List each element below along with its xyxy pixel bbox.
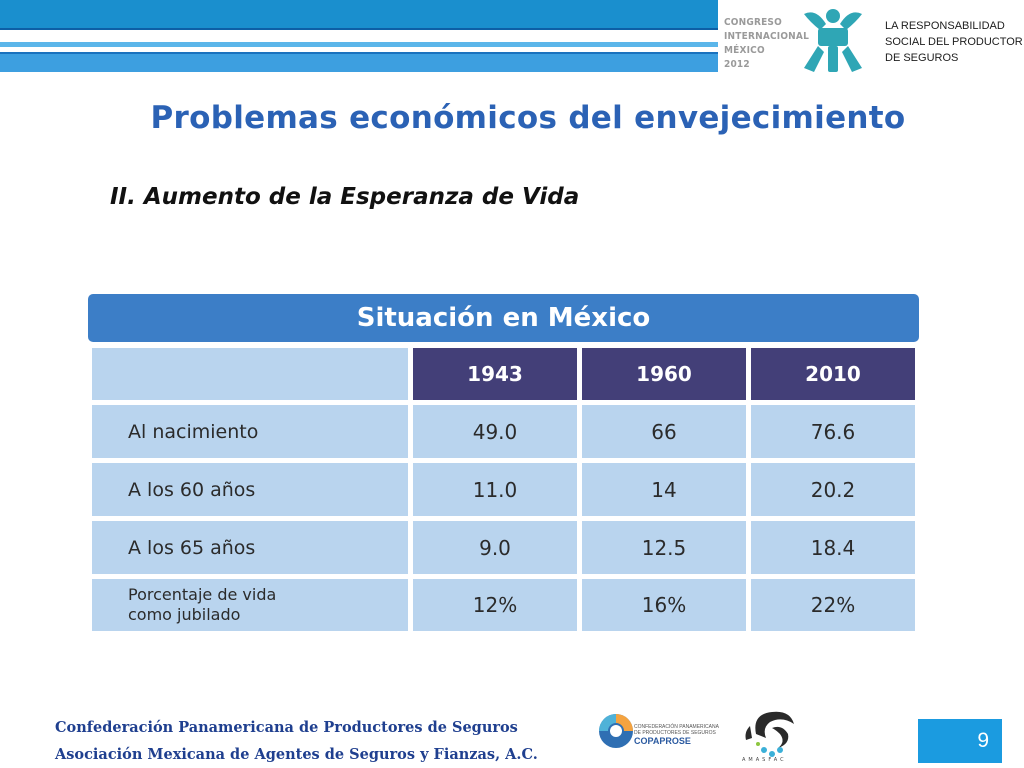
tagline-line-1: LA RESPONSABILIDAD	[885, 20, 1005, 32]
year-header: 1943	[413, 348, 577, 400]
slide-title: Problemas económicos del envejecimiento	[150, 100, 906, 136]
amasfac-name: AMASFAC	[742, 757, 787, 763]
congreso-line-1: CONGRESO	[724, 17, 782, 28]
table-cell: 18.4	[751, 521, 915, 574]
table-cell: 14	[582, 463, 746, 516]
row-label: Al nacimiento	[92, 405, 408, 458]
congreso-line-3: MÉXICO 2012	[724, 45, 765, 70]
table-cell: 20.2	[751, 463, 915, 516]
header-band-gap	[0, 30, 718, 42]
table-cell: 22%	[751, 579, 915, 631]
copaprose-wordmark: CONFEDERACIÓN PANAMERICANA DE PRODUCTORE…	[634, 724, 719, 746]
row-label-line-1: Porcentaje de vida	[128, 585, 277, 604]
table-cell: 12%	[413, 579, 577, 631]
header-band-top	[0, 0, 718, 28]
table-corner-cell	[92, 348, 408, 400]
copaprose-subtitle-1: CONFEDERACIÓN PANAMERICANA	[634, 724, 719, 730]
table-cell: 11.0	[413, 463, 577, 516]
footer-line-2: Asociación Mexicana de Agentes de Seguro…	[55, 746, 538, 763]
row-label: A los 65 años	[92, 521, 408, 574]
copaprose-name: COPAPROSE	[634, 736, 691, 746]
year-header: 1960	[582, 348, 746, 400]
table-title: Situación en México	[88, 294, 919, 342]
table-cell: 16%	[582, 579, 746, 631]
footer-line-1: Confederación Panamericana de Productore…	[55, 719, 518, 736]
row-label-line-2: como jubilado	[128, 605, 241, 624]
row-label: Porcentaje de vida como jubilado	[92, 579, 408, 631]
page-number: 9	[918, 719, 1002, 763]
copaprose-subtitle-2: DE PRODUCTORES DE SEGUROS	[634, 730, 716, 736]
tagline-line-3: DE SEGUROS	[885, 52, 959, 64]
tagline: LA RESPONSABILIDAD SOCIAL DEL PRODUCTOR …	[885, 18, 1024, 66]
footer-organizations: Confederación Panamericana de Productore…	[55, 714, 538, 768]
table-cell: 76.6	[751, 405, 915, 458]
table-cell: 12.5	[582, 521, 746, 574]
header-band-bottom	[0, 52, 718, 72]
header-band-divider	[0, 28, 718, 30]
slide-subtitle: II. Aumento de la Esperanza de Vida	[110, 184, 580, 210]
year-header: 2010	[751, 348, 915, 400]
row-label: A los 60 años	[92, 463, 408, 516]
congreso-line-2: INTERNACIONAL	[724, 31, 809, 42]
copaprose-logo-icon	[599, 714, 633, 748]
tagline-line-2: SOCIAL DEL PRODUCTOR	[885, 36, 1023, 48]
header-band-light	[0, 42, 718, 47]
table-cell: 9.0	[413, 521, 577, 574]
table-cell: 66	[582, 405, 746, 458]
congreso-label: CONGRESO INTERNACIONAL MÉXICO 2012	[724, 16, 809, 72]
amasfac-logo-icon	[745, 711, 794, 757]
table-cell: 49.0	[413, 405, 577, 458]
ssp-logo-icon	[804, 9, 862, 72]
